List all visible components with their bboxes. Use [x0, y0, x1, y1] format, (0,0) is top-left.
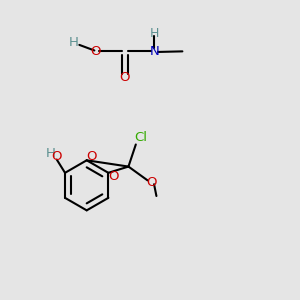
Text: H: H — [68, 36, 78, 49]
Text: O: O — [120, 71, 130, 84]
Text: O: O — [108, 170, 119, 183]
Text: O: O — [146, 176, 157, 189]
Text: O: O — [87, 150, 97, 163]
Text: O: O — [52, 150, 62, 163]
Text: H: H — [150, 27, 159, 40]
Text: H: H — [45, 147, 55, 160]
Text: Cl: Cl — [134, 130, 147, 144]
Text: N: N — [149, 45, 159, 58]
Text: O: O — [90, 45, 101, 58]
